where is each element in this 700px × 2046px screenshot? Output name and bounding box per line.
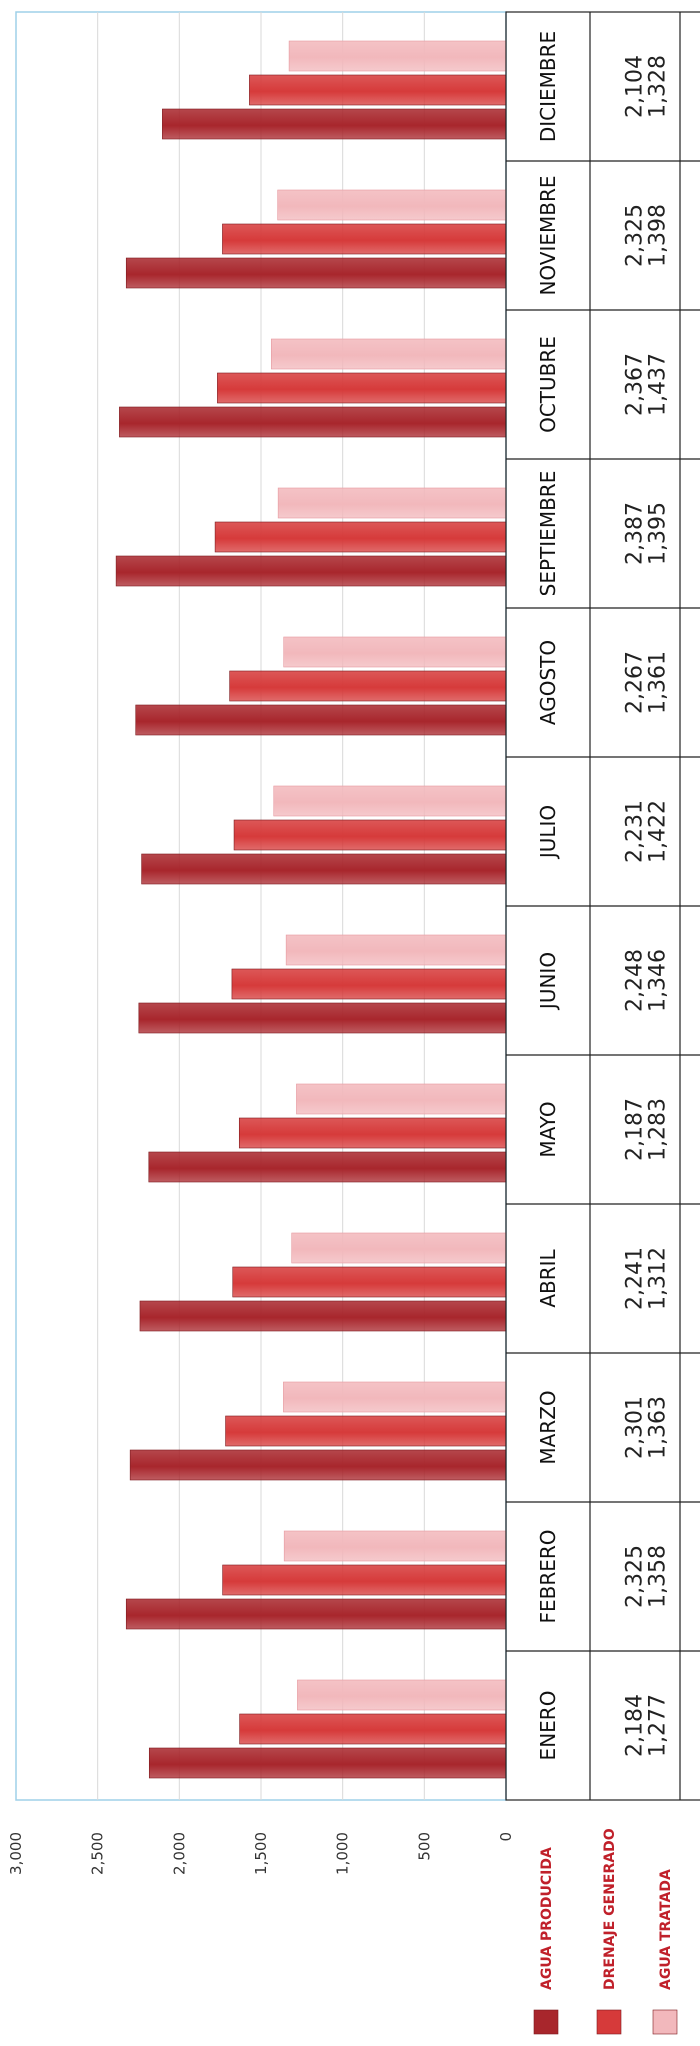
bar-agua-tratada — [270, 338, 507, 370]
month-label: FEBRERO — [536, 1529, 560, 1623]
bar-drenaje-generado — [238, 1117, 507, 1149]
data-label: 2,301 — [623, 1396, 648, 1459]
data-label: 1,283 — [646, 1098, 671, 1161]
data-label: 1,277 — [646, 1694, 671, 1757]
data-label: 2,248 — [623, 949, 648, 1012]
tick-label: 1,000 — [334, 1832, 352, 1875]
bar-agua-tratada — [285, 934, 507, 966]
bar-drenaje-generado — [222, 223, 507, 255]
data-label: 2,187 — [623, 1098, 648, 1161]
tick-label: 2,500 — [89, 1832, 107, 1875]
bar-agua-tratada — [291, 1232, 507, 1264]
bar-agua-tratada — [273, 785, 507, 817]
bar-agua-tratada — [283, 1381, 507, 1413]
month-label: ABRIL — [536, 1248, 560, 1307]
data-label: 1,395 — [646, 502, 671, 565]
month-label: MARZO — [536, 1390, 560, 1464]
bar-agua-tratada — [283, 636, 507, 668]
value-axis-ticks: 0 500 1,000 1,500 2,000 2,500 3,000 — [7, 1832, 515, 1875]
bar-agua-tratada — [288, 40, 507, 72]
month-label: AGOSTO — [536, 640, 560, 725]
bar-drenaje-generado — [232, 1266, 507, 1298]
tick-label: 2,000 — [170, 1832, 188, 1875]
bar-drenaje-generado — [249, 74, 507, 106]
bar-agua-producida — [129, 1449, 507, 1481]
bar-agua-producida — [125, 1598, 507, 1630]
data-table: ENERO FEBRERO MARZO ABRIL MAYO JUNIO JULIO AGOS… — [505, 11, 700, 1801]
data-label: 2,267 — [623, 651, 648, 714]
month-label: OCTUBRE — [536, 336, 560, 433]
bar-drenaje-generado — [231, 968, 507, 1000]
bar-drenaje-generado — [233, 819, 507, 851]
bar-drenaje-generado — [229, 670, 507, 702]
month-label: ENERO — [536, 1691, 560, 1761]
bar-agua-producida — [148, 1151, 507, 1183]
tick-label: 500 — [415, 1832, 433, 1861]
data-label: 2,325 — [623, 1545, 648, 1608]
bar-drenaje-generado — [225, 1415, 507, 1447]
month-label: MAYO — [536, 1101, 560, 1157]
data-label: 1,358 — [646, 1545, 671, 1608]
data-label: 1,437 — [646, 353, 671, 416]
legend-label: AGUA PRODUCIDA — [539, 1847, 555, 1990]
bar-drenaje-generado — [239, 1713, 507, 1745]
bar-agua-tratada — [297, 1679, 507, 1711]
data-label: 1,363 — [646, 1396, 671, 1459]
month-label: JULIO — [536, 805, 560, 860]
bar-agua-producida — [162, 108, 507, 140]
legend-label: AGUA TRATADA — [658, 1869, 674, 1990]
tick-label: 0 — [497, 1832, 515, 1842]
data-label: 2,231 — [623, 800, 648, 863]
legend-swatch — [652, 2009, 678, 2035]
month-label: SEPTIEMBRE — [536, 471, 560, 597]
month-label: DICIEMBRE — [536, 31, 560, 142]
data-label: 2,184 — [623, 1694, 648, 1757]
bar-agua-producida — [125, 257, 507, 289]
month-label: NOVIEMBRE — [536, 175, 560, 295]
bar-agua-tratada — [296, 1083, 507, 1115]
bar-agua-producida — [139, 1300, 507, 1332]
bar-agua-producida — [141, 853, 507, 885]
legend-label: DRENAJE GENERADO — [602, 1828, 618, 1990]
data-label: 1,346 — [646, 949, 671, 1012]
data-label: 2,325 — [623, 204, 648, 267]
legend-swatch — [533, 2009, 559, 2035]
bar-agua-producida — [148, 1747, 507, 1779]
bar-drenaje-generado — [222, 1564, 507, 1596]
bar-agua-producida — [115, 555, 507, 587]
bars — [115, 40, 507, 1779]
data-label: 2,104 — [623, 55, 648, 118]
data-label: 1,361 — [646, 651, 671, 714]
bar-drenaje-generado — [217, 372, 507, 404]
bar-drenaje-generado — [214, 521, 507, 553]
bar-agua-tratada — [277, 189, 507, 221]
bar-agua-producida — [119, 406, 507, 438]
data-label: 1,312 — [646, 1247, 671, 1310]
data-label: 1,328 — [646, 55, 671, 118]
month-label: JUNIO — [536, 952, 560, 1011]
data-label: 2,367 — [623, 353, 648, 416]
bar-agua-producida — [135, 704, 507, 736]
data-label: 1,398 — [646, 204, 671, 267]
data-label: 2,387 — [623, 502, 648, 565]
legend: AGUA PRODUCIDA DRENAJE GENERADO AGUA TRATA… — [533, 1828, 678, 2035]
bar-agua-tratada — [277, 487, 507, 519]
bar-agua-producida — [138, 1002, 507, 1034]
tick-label: 1,500 — [252, 1832, 270, 1875]
tick-label: 3,000 — [7, 1832, 25, 1875]
data-label: 2,241 — [623, 1247, 648, 1310]
legend-swatch — [596, 2009, 622, 2035]
bar-agua-tratada — [283, 1530, 507, 1562]
data-label: 1,422 — [646, 800, 671, 863]
